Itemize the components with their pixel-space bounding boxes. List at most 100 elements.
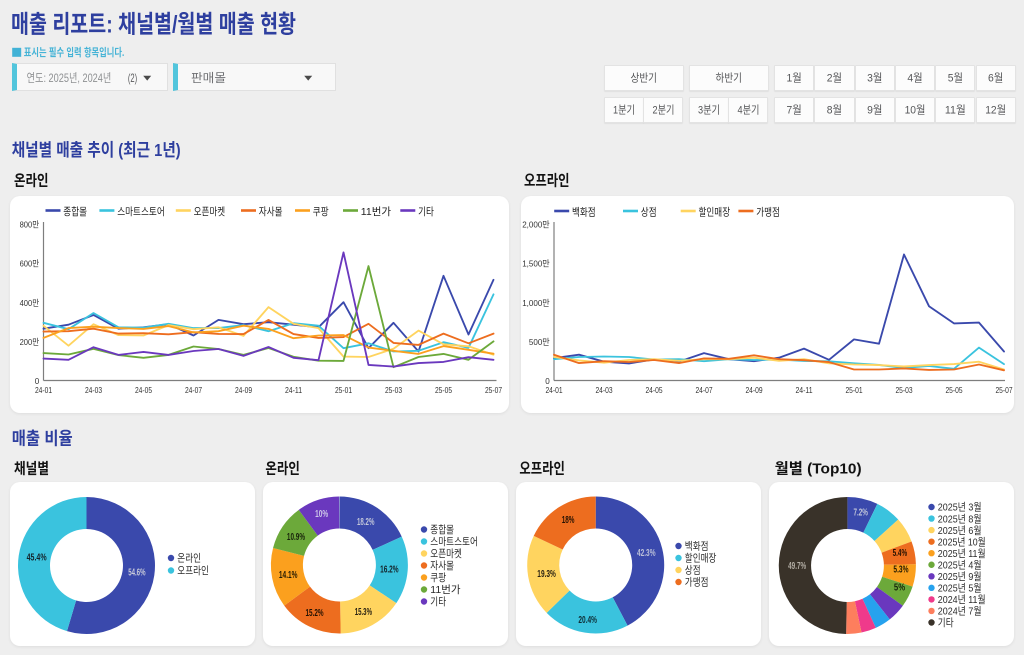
svg-text:24-05: 24-05 <box>645 385 662 395</box>
svg-text:채널별: 채널별 <box>14 461 49 478</box>
svg-text:4월: 4월 <box>907 72 922 85</box>
svg-text:오프라인: 오프라인 <box>177 565 209 577</box>
svg-text:25-01: 25-01 <box>845 385 862 395</box>
svg-text:24-11: 24-11 <box>285 385 302 395</box>
svg-text:표시는 필수 입력 항목입니다.: 표시는 필수 입력 항목입니다. <box>24 45 125 59</box>
svg-text:0: 0 <box>35 376 40 386</box>
svg-text:10%: 10% <box>315 508 328 520</box>
svg-text:11월: 11월 <box>945 104 966 117</box>
svg-text:2025년 5월: 2025년 5월 <box>938 583 982 595</box>
svg-text:온라인: 온라인 <box>265 461 300 478</box>
svg-text:월별 (Top10): 월별 (Top10) <box>775 461 862 478</box>
svg-text:1,000만: 1,000만 <box>522 298 550 308</box>
svg-text:12월: 12월 <box>985 104 1006 117</box>
svg-text:기타: 기타 <box>418 206 434 218</box>
svg-text:하반기: 하반기 <box>716 71 743 85</box>
svg-text:2025년 4월: 2025년 4월 <box>938 559 982 571</box>
svg-text:3분기: 3분기 <box>698 104 720 117</box>
svg-text:온라인: 온라인 <box>177 553 201 565</box>
svg-text:(2): (2) <box>128 71 137 85</box>
svg-text:25-07: 25-07 <box>995 385 1012 395</box>
svg-text:25-05: 25-05 <box>945 385 962 395</box>
svg-text:600만: 600만 <box>20 259 40 269</box>
svg-text:자사몰: 자사몰 <box>259 206 283 218</box>
svg-text:1분기: 1분기 <box>613 104 635 117</box>
svg-text:2025년 10월: 2025년 10월 <box>938 536 986 548</box>
svg-text:상점: 상점 <box>685 565 701 577</box>
svg-text:2024년 11월: 2024년 11월 <box>938 594 986 606</box>
svg-text:매출 리포트: 채널별/월별 매출 현황: 매출 리포트: 채널별/월별 매출 현황 <box>11 11 296 39</box>
svg-text:쿠팡: 쿠팡 <box>430 572 446 584</box>
svg-text:오픈마켓: 오픈마켓 <box>194 206 226 218</box>
svg-text:24-09: 24-09 <box>235 385 252 395</box>
svg-text:종합몰: 종합몰 <box>63 206 87 218</box>
svg-text:500만: 500만 <box>529 337 550 347</box>
svg-text:2,000만: 2,000만 <box>522 220 550 230</box>
svg-text:10.9%: 10.9% <box>287 531 305 543</box>
svg-text:10월: 10월 <box>905 104 926 117</box>
svg-text:24-11: 24-11 <box>795 385 812 395</box>
svg-text:2024년 7월: 2024년 7월 <box>938 606 982 618</box>
svg-text:11번가: 11번가 <box>430 584 461 596</box>
svg-text:쿠팡: 쿠팡 <box>313 206 329 218</box>
svg-text:스마트스토어: 스마트스토어 <box>430 536 478 548</box>
svg-text:9월: 9월 <box>867 104 882 117</box>
svg-text:2025년 6월: 2025년 6월 <box>938 525 982 537</box>
svg-text:상점: 상점 <box>641 206 657 218</box>
svg-text:800만: 800만 <box>20 220 40 230</box>
svg-text:백화점: 백화점 <box>685 541 709 553</box>
svg-text:3월: 3월 <box>867 72 882 85</box>
svg-text:24-05: 24-05 <box>135 385 152 395</box>
svg-text:25-05: 25-05 <box>435 385 452 395</box>
svg-text:상반기: 상반기 <box>631 72 658 85</box>
svg-text:24-07: 24-07 <box>695 385 712 395</box>
svg-text:5.3%: 5.3% <box>893 564 909 576</box>
svg-text:42.3%: 42.3% <box>637 547 656 559</box>
svg-text:24-03: 24-03 <box>595 385 612 395</box>
svg-text:7.2%: 7.2% <box>854 507 869 519</box>
svg-text:11번가: 11번가 <box>361 206 392 218</box>
svg-text:24-03: 24-03 <box>85 385 102 395</box>
svg-text:가맹점: 가맹점 <box>685 577 709 589</box>
svg-text:가맹점: 가맹점 <box>756 206 780 218</box>
svg-text:연도: 2025년, 2024년: 연도: 2025년, 2024년 <box>27 71 112 85</box>
svg-text:25-03: 25-03 <box>895 385 912 395</box>
svg-text:8월: 8월 <box>827 104 842 117</box>
svg-text:24-07: 24-07 <box>185 385 202 395</box>
svg-text:종합몰: 종합몰 <box>430 524 454 536</box>
svg-text:2월: 2월 <box>827 72 842 85</box>
svg-text:200만: 200만 <box>20 337 40 347</box>
svg-text:18.2%: 18.2% <box>357 516 375 528</box>
svg-text:24-01: 24-01 <box>35 385 52 395</box>
svg-text:오프라인: 오프라인 <box>524 173 570 190</box>
svg-text:45.4%: 45.4% <box>27 552 47 564</box>
svg-text:기타: 기타 <box>938 617 954 629</box>
svg-text:25-01: 25-01 <box>335 385 352 395</box>
svg-text:5%: 5% <box>894 582 906 594</box>
svg-text:49.7%: 49.7% <box>788 560 806 572</box>
svg-text:15.2%: 15.2% <box>306 607 324 619</box>
svg-text:매출 비율: 매출 비율 <box>12 429 73 449</box>
svg-text:2분기: 2분기 <box>653 104 675 117</box>
svg-text:6월: 6월 <box>988 72 1003 85</box>
svg-text:4분기: 4분기 <box>738 104 760 117</box>
svg-text:채널별 매출 추이 (최근 1년): 채널별 매출 추이 (최근 1년) <box>12 140 181 160</box>
svg-text:14.1%: 14.1% <box>279 569 298 581</box>
svg-text:5월: 5월 <box>948 72 963 85</box>
svg-text:5.4%: 5.4% <box>893 547 908 559</box>
svg-text:24-09: 24-09 <box>745 385 762 395</box>
svg-text:2025년 9월: 2025년 9월 <box>938 571 982 583</box>
svg-text:스마트스토어: 스마트스토어 <box>117 206 165 218</box>
svg-text:24-01: 24-01 <box>545 385 562 395</box>
svg-text:18%: 18% <box>562 514 575 526</box>
svg-text:백화점: 백화점 <box>572 206 596 218</box>
svg-text:2025년 11월: 2025년 11월 <box>938 548 986 560</box>
svg-text:2025년 8월: 2025년 8월 <box>938 513 982 525</box>
svg-text:1,500만: 1,500만 <box>522 259 550 269</box>
svg-text:15.3%: 15.3% <box>355 606 373 618</box>
svg-text:25-07: 25-07 <box>485 385 502 395</box>
svg-text:오픈마켓: 오픈마켓 <box>430 548 462 560</box>
svg-text:2025년 3월: 2025년 3월 <box>938 502 982 514</box>
svg-text:19.3%: 19.3% <box>537 568 556 580</box>
svg-text:온라인: 온라인 <box>14 173 49 190</box>
